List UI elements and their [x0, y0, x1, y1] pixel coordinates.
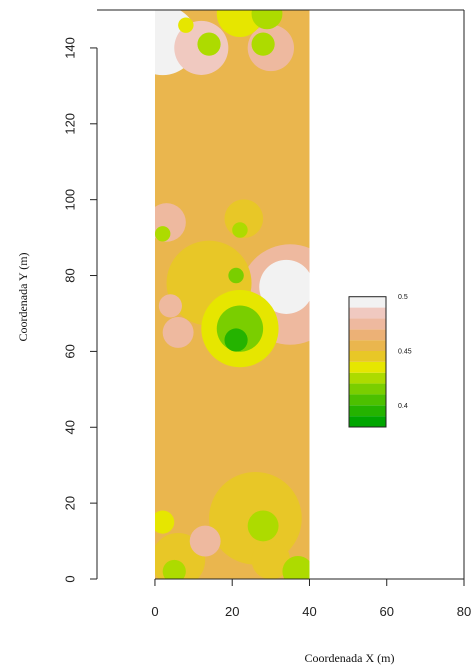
heat-zone [278, 271, 302, 295]
legend-swatch [349, 296, 386, 308]
y-axis: 0 20 40 60 80 100 120 140 [63, 37, 98, 583]
heat-zone [158, 294, 182, 318]
legend-label: 0.4 [398, 403, 408, 410]
legend-swatch [349, 351, 386, 362]
y-tick-label: 120 [63, 113, 78, 135]
heat-zone [232, 222, 248, 238]
legend-swatch [349, 405, 386, 417]
heat-zone [251, 32, 275, 56]
heat-zone [154, 226, 171, 242]
x-axis: 0 20 40 60 80 [151, 578, 471, 619]
legend-swatch [349, 329, 386, 341]
y-tick-label: 80 [63, 268, 78, 282]
y-tick-label: 40 [63, 420, 78, 434]
heat-zone [178, 17, 194, 33]
legend-swatch [349, 383, 386, 395]
legend-swatch [349, 372, 386, 384]
heat-zone [247, 510, 279, 542]
x-tick-label: 40 [302, 604, 316, 619]
y-tick-label: 100 [63, 189, 78, 211]
color-legend: 0.5 0.45 0.4 [348, 294, 412, 428]
y-tick-label: 0 [63, 575, 78, 582]
legend-swatch [349, 307, 386, 319]
x-tick-label: 60 [380, 604, 394, 619]
y-tick-label: 60 [63, 344, 78, 358]
heat-zone [197, 32, 221, 56]
heat-zone [282, 555, 310, 579]
heat-zone [154, 510, 175, 534]
heat-zone [216, 10, 264, 37]
legend-swatch [349, 361, 386, 373]
heat-zone [251, 10, 283, 30]
heat-zone [228, 267, 244, 284]
x-axis-label: Coordenada X (m) [304, 651, 394, 665]
y-tick-label: 140 [63, 37, 78, 59]
heat-zone [189, 525, 221, 557]
y-axis-label: Coordenada Y (m) [16, 252, 30, 341]
x-tick-label: 80 [457, 604, 471, 619]
legend-swatch [349, 394, 386, 406]
x-tick-label: 0 [151, 604, 158, 619]
legend-label: 0.5 [398, 294, 408, 301]
legend-swatch [349, 340, 386, 351]
heat-zone [251, 540, 291, 579]
heat-zone [162, 316, 194, 348]
legend-swatch [349, 416, 386, 427]
legend-frame [348, 296, 387, 428]
legend-swatch [349, 318, 386, 330]
x-tick-label: 20 [225, 604, 239, 619]
heat-zone [224, 328, 248, 352]
legend-label: 0.45 [398, 349, 412, 356]
y-tick-label: 20 [63, 496, 78, 510]
heatmap-field [154, 10, 310, 579]
heat-zone [162, 559, 186, 579]
